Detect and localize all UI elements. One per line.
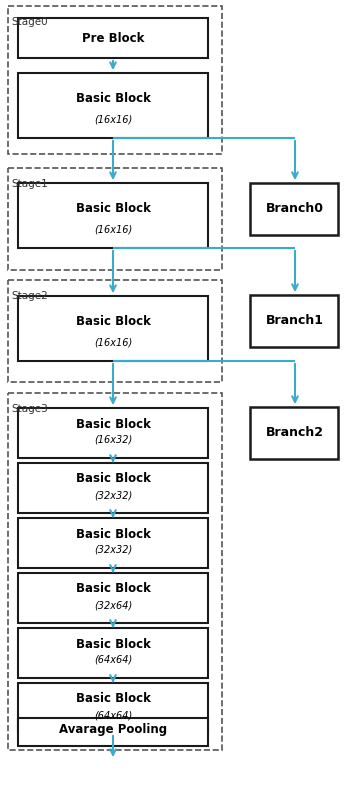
Text: Branch1: Branch1	[266, 314, 324, 326]
Text: (64x64): (64x64)	[94, 655, 132, 665]
Bar	[18, 408, 208, 458]
Text: (32x32): (32x32)	[94, 490, 132, 500]
Bar	[18, 73, 208, 138]
Text: Stage3: Stage3	[11, 404, 48, 414]
Text: Basic Block: Basic Block	[76, 638, 150, 650]
Text: Basic Block: Basic Block	[76, 92, 150, 105]
Text: (16x16): (16x16)	[94, 224, 132, 234]
Bar	[8, 393, 222, 750]
Text: Basic Block: Basic Block	[76, 315, 150, 328]
Bar	[18, 18, 208, 58]
Bar	[18, 463, 208, 513]
Text: (16x16): (16x16)	[94, 114, 132, 125]
Text: Branch0: Branch0	[266, 202, 324, 214]
Text: Basic Block: Basic Block	[76, 527, 150, 541]
Bar	[250, 407, 338, 459]
Text: Branch2: Branch2	[266, 426, 324, 438]
Bar	[18, 718, 208, 746]
Text: Basic Block: Basic Block	[76, 202, 150, 215]
Bar	[250, 183, 338, 235]
Text: Stage0: Stage0	[11, 17, 48, 27]
Text: (16x16): (16x16)	[94, 337, 132, 347]
Text: Basic Block: Basic Block	[76, 472, 150, 485]
Bar	[18, 683, 208, 733]
Text: (32x64): (32x64)	[94, 600, 132, 610]
Text: Basic Block: Basic Block	[76, 583, 150, 596]
Text: Basic Block: Basic Block	[76, 418, 150, 430]
Bar	[18, 573, 208, 623]
Bar	[18, 296, 208, 361]
Bar	[8, 6, 222, 154]
Text: Avarage Pooling: Avarage Pooling	[59, 723, 167, 737]
Text: Stage1: Stage1	[11, 179, 48, 189]
Text: Pre Block: Pre Block	[82, 32, 144, 44]
Text: (32x32): (32x32)	[94, 545, 132, 555]
Text: Basic Block: Basic Block	[76, 692, 150, 706]
Bar	[8, 168, 222, 270]
Text: Stage2: Stage2	[11, 291, 48, 301]
Text: (16x32): (16x32)	[94, 435, 132, 445]
Bar	[18, 183, 208, 248]
Bar	[18, 628, 208, 678]
Bar	[18, 518, 208, 568]
Text: (64x64): (64x64)	[94, 710, 132, 720]
Bar	[8, 280, 222, 382]
Bar	[250, 295, 338, 347]
